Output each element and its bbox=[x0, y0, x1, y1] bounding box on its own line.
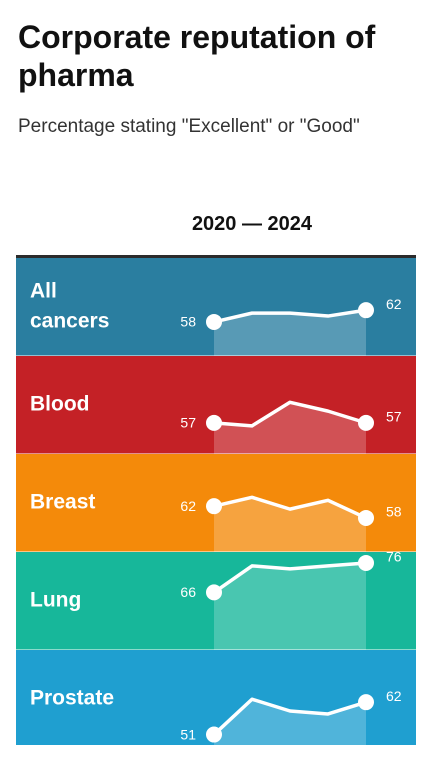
end-value-label-all-cancers: 62 bbox=[386, 296, 402, 312]
chart-area: 58 62 All cancers 57 57 Blood 62 58 Breast 66 76 Lun… bbox=[16, 255, 416, 745]
line-prostate bbox=[212, 697, 368, 737]
line-breast bbox=[212, 495, 368, 520]
start-value-label-breast: 62 bbox=[180, 498, 196, 514]
series-label-blood: Blood bbox=[30, 392, 89, 415]
area-prostate bbox=[214, 699, 366, 745]
small-multiples-chart: 58 62 All cancers 57 57 Blood 62 58 Breast 66 76 Lun… bbox=[16, 255, 416, 745]
end-value-label-prostate: 62 bbox=[386, 688, 402, 704]
start-point-prostate bbox=[206, 726, 222, 743]
start-value-label-lung: 66 bbox=[180, 584, 196, 600]
area-all-cancers bbox=[214, 310, 366, 356]
start-value-label-prostate: 51 bbox=[180, 726, 196, 742]
line-blood bbox=[212, 400, 368, 428]
series-label-all-cancers: cancers bbox=[30, 309, 109, 332]
panel-blood bbox=[16, 356, 416, 454]
start-value-label-all-cancers: 58 bbox=[180, 314, 196, 330]
line-all-cancers bbox=[212, 308, 368, 324]
start-point-blood bbox=[206, 414, 222, 431]
start-point-lung bbox=[206, 584, 222, 601]
line-lung bbox=[212, 561, 368, 595]
start-point-all-cancers bbox=[206, 313, 222, 330]
period-label: 2020 — 2024 bbox=[191, 213, 313, 235]
end-value-label-breast: 58 bbox=[386, 504, 402, 520]
panel-all-cancers bbox=[16, 258, 416, 356]
chart-title: Corporate reputation of pharma bbox=[18, 19, 376, 93]
area-blood bbox=[214, 402, 366, 454]
chart-subtitle: Percentage stating "Excellent" or "Good" bbox=[18, 116, 360, 137]
area-breast bbox=[214, 497, 366, 552]
series-label-breast: Breast bbox=[30, 490, 95, 513]
series-label-all-cancers: All bbox=[30, 279, 57, 302]
area-lung bbox=[214, 562, 366, 650]
start-value-label-blood: 57 bbox=[180, 415, 196, 431]
series-label-lung: Lung bbox=[30, 588, 81, 611]
end-value-label-blood: 57 bbox=[386, 409, 402, 425]
end-point-breast bbox=[358, 509, 374, 526]
end-point-blood bbox=[358, 414, 374, 431]
series-label-prostate: Prostate bbox=[30, 686, 114, 709]
start-point-breast bbox=[206, 498, 222, 515]
top-rule bbox=[16, 255, 416, 258]
end-value-label-lung: 76 bbox=[386, 549, 402, 565]
end-point-lung bbox=[358, 554, 374, 571]
end-point-all-cancers bbox=[358, 302, 374, 319]
end-point-prostate bbox=[358, 694, 374, 711]
panel-lung bbox=[16, 552, 416, 650]
